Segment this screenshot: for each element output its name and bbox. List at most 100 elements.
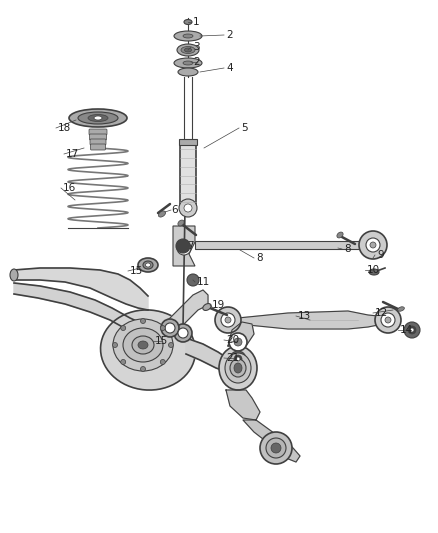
Ellipse shape [184, 48, 191, 52]
Text: 6: 6 [171, 205, 178, 215]
Circle shape [187, 274, 199, 286]
Circle shape [359, 231, 387, 259]
Circle shape [234, 355, 242, 363]
Text: 9: 9 [377, 250, 384, 260]
Circle shape [230, 351, 246, 367]
Polygon shape [186, 338, 233, 374]
Polygon shape [228, 322, 254, 346]
Polygon shape [14, 268, 148, 310]
Polygon shape [173, 226, 195, 266]
Ellipse shape [174, 31, 202, 41]
Ellipse shape [94, 116, 102, 120]
Polygon shape [226, 390, 260, 420]
Text: 7: 7 [187, 241, 194, 251]
Text: 15: 15 [130, 266, 143, 276]
Ellipse shape [101, 310, 195, 390]
Circle shape [266, 438, 286, 458]
Circle shape [236, 357, 240, 361]
Circle shape [174, 324, 192, 342]
Text: 2: 2 [193, 57, 200, 67]
Ellipse shape [369, 269, 379, 275]
Circle shape [215, 307, 241, 333]
Ellipse shape [398, 307, 404, 311]
Ellipse shape [234, 363, 242, 373]
Ellipse shape [132, 336, 154, 354]
Ellipse shape [138, 341, 148, 349]
Circle shape [366, 238, 380, 252]
Polygon shape [14, 283, 145, 337]
Text: 8: 8 [344, 244, 351, 254]
Text: 4: 4 [226, 63, 233, 73]
Ellipse shape [177, 44, 199, 56]
Ellipse shape [219, 346, 257, 390]
Ellipse shape [203, 304, 211, 310]
Text: 21: 21 [226, 353, 239, 363]
Ellipse shape [183, 34, 193, 38]
FancyBboxPatch shape [91, 144, 106, 150]
Ellipse shape [159, 211, 166, 217]
Text: 3: 3 [193, 42, 200, 52]
Text: 18: 18 [58, 123, 71, 133]
Ellipse shape [183, 61, 193, 65]
FancyBboxPatch shape [90, 139, 106, 145]
Circle shape [184, 204, 192, 212]
Circle shape [177, 241, 191, 255]
FancyBboxPatch shape [195, 241, 360, 249]
Circle shape [169, 343, 173, 348]
Circle shape [408, 326, 416, 334]
Circle shape [165, 323, 175, 333]
Ellipse shape [143, 261, 153, 269]
Text: 11: 11 [197, 277, 210, 287]
Text: 12: 12 [375, 308, 388, 318]
Circle shape [234, 338, 242, 346]
Ellipse shape [337, 232, 343, 238]
Circle shape [375, 307, 401, 333]
Circle shape [176, 239, 190, 253]
Circle shape [381, 313, 395, 327]
Circle shape [160, 359, 165, 365]
Ellipse shape [178, 220, 184, 226]
Text: 14: 14 [400, 325, 413, 335]
Circle shape [141, 319, 145, 324]
Text: 17: 17 [66, 149, 79, 159]
Circle shape [181, 245, 187, 251]
Text: 13: 13 [298, 311, 311, 321]
Ellipse shape [178, 68, 198, 76]
Text: 20: 20 [226, 335, 239, 345]
Circle shape [271, 443, 281, 453]
Text: 15: 15 [155, 336, 168, 346]
Text: 2: 2 [226, 30, 233, 40]
Ellipse shape [230, 359, 246, 377]
Circle shape [225, 317, 231, 323]
Polygon shape [168, 290, 208, 328]
Ellipse shape [78, 112, 118, 124]
Ellipse shape [10, 269, 18, 281]
Circle shape [160, 326, 165, 330]
Circle shape [178, 328, 188, 338]
FancyBboxPatch shape [89, 129, 107, 135]
Ellipse shape [88, 115, 108, 122]
Circle shape [229, 333, 247, 351]
Circle shape [121, 326, 126, 330]
Polygon shape [228, 311, 388, 329]
Circle shape [385, 317, 391, 323]
Polygon shape [243, 420, 300, 462]
FancyBboxPatch shape [180, 143, 196, 208]
Ellipse shape [69, 109, 127, 127]
Circle shape [141, 367, 145, 372]
Text: 1: 1 [193, 17, 200, 27]
Text: 10: 10 [367, 265, 380, 275]
Circle shape [260, 432, 292, 464]
Circle shape [370, 242, 376, 248]
Circle shape [113, 343, 117, 348]
Ellipse shape [113, 319, 173, 371]
Circle shape [121, 359, 126, 365]
Text: 19: 19 [212, 300, 225, 310]
Circle shape [161, 319, 179, 337]
Circle shape [410, 328, 414, 332]
Text: 16: 16 [63, 183, 76, 193]
Circle shape [179, 199, 197, 217]
Ellipse shape [174, 58, 202, 68]
Ellipse shape [138, 258, 158, 272]
FancyBboxPatch shape [89, 134, 106, 140]
